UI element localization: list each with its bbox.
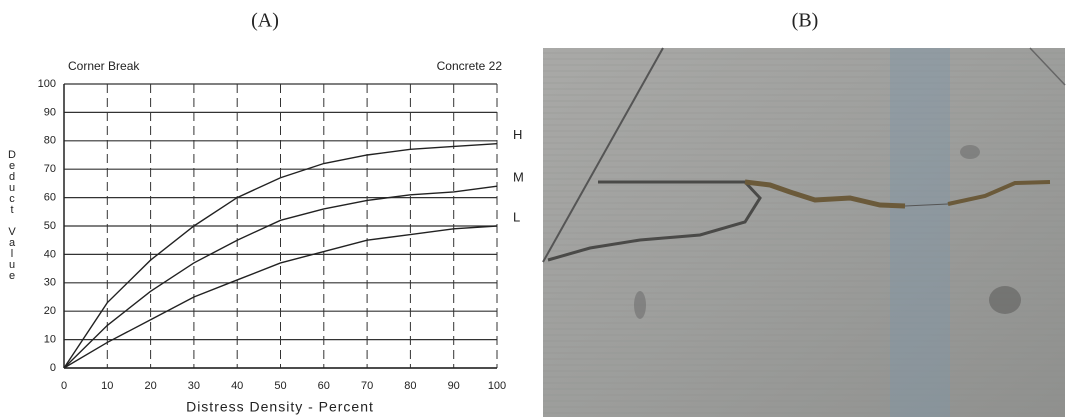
series-label: M [513,170,524,185]
chart-subtitle: Concrete 22 [437,59,503,73]
y-tick-label: 70 [44,163,56,175]
series-label: H [513,127,522,142]
series-label: L [513,209,520,224]
x-tick-label: 70 [361,380,373,392]
panel-label: (B) [792,10,819,32]
x-tick-label: 100 [488,380,506,392]
chart-title: Corner Break [68,59,140,73]
photo [543,48,1065,417]
figure: (A) (B) Corner Break Concrete 22 Distres… [0,0,1068,417]
x-tick-label: 30 [188,380,200,392]
y-tick-label: 30 [44,277,56,289]
panel-label: (A) [251,10,279,32]
y-tick-label: 90 [44,106,56,118]
x-tick-label: 20 [144,380,156,392]
y-tick-label: 60 [44,192,56,204]
x-tick-label: 60 [318,380,330,392]
y-tick-label: 10 [44,334,56,346]
y-tick-label: 80 [44,135,56,147]
x-tick-label: 80 [404,380,416,392]
y-tick-label: 40 [44,248,56,260]
y-tick-label: 100 [38,78,56,90]
x-axis-label: Distress Density - Percent [186,399,374,415]
x-tick-label: 90 [448,380,460,392]
y-tick-label: 50 [44,220,56,232]
x-tick-label: 40 [231,380,243,392]
y-tick-label: 20 [44,305,56,317]
y-tick-label: 0 [50,362,56,374]
page: (A) (B) Corner Break Concrete 22 Distres… [0,0,1068,417]
x-tick-label: 50 [274,380,286,392]
x-tick-label: 10 [101,380,113,392]
y-axis-label: Deduct Value [6,149,18,281]
x-tick-label: 0 [61,380,67,392]
